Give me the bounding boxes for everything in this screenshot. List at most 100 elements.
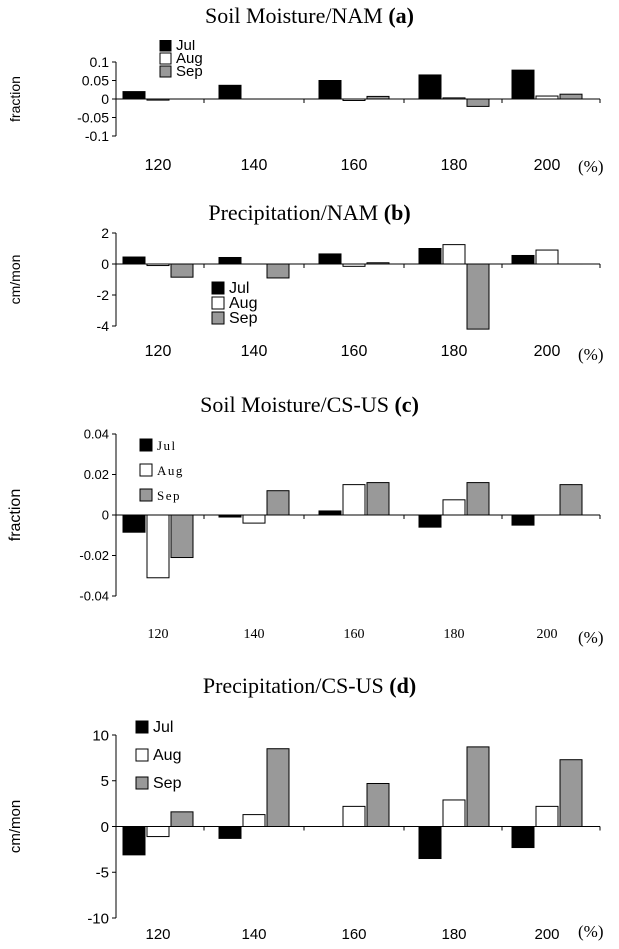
x-unit-label: (%)	[578, 345, 603, 364]
bar-jul-120	[122, 514, 146, 533]
y-tick-label: 0	[101, 819, 109, 836]
x-tick-label: 140	[241, 157, 268, 174]
panel-title-text: Soil Moisture/NAM	[204, 3, 383, 28]
chart-d: 10 5 0 -5 -10 cm/mon 120 140 160 180 200 (%) Jul Aug S…	[7, 719, 603, 943]
legend-label-aug: Aug	[153, 747, 181, 764]
bar-jul-180	[418, 826, 442, 860]
bar-sep-180	[466, 482, 490, 516]
bar-aug-180	[442, 499, 466, 516]
x-tick-label: 140	[241, 343, 268, 360]
y-axis-label: fraction	[7, 489, 24, 541]
panel-tag: c	[401, 392, 412, 417]
x-tick-label: 160	[341, 926, 366, 943]
x-tick-label: 160	[344, 627, 365, 642]
bar-jul-180	[418, 74, 442, 100]
y-tick-label: -0.04	[79, 589, 109, 604]
y-tick-label: -10	[87, 910, 109, 927]
y-axis-label: cm/mon	[7, 800, 24, 853]
x-tick-label: 200	[534, 343, 561, 360]
y-tick-label: -0.1	[85, 128, 109, 144]
y-tick-label: 0	[102, 508, 109, 523]
panel-title-c: Soil Moisture/CS-US (c)	[200, 392, 419, 417]
bar-aug-140	[242, 814, 266, 828]
bar-jul-140	[218, 84, 242, 100]
chart-c: 0.04 0.02 0 -0.02 -0.04 fraction 120 140 160 180 2…	[7, 427, 603, 647]
bar-sep-200	[559, 759, 583, 827]
x-tick-label: 200	[534, 157, 561, 174]
bar-jul-200	[511, 826, 535, 849]
y-tick-label: 0	[101, 256, 109, 272]
bar-aug-160	[342, 805, 366, 828]
x-unit-label: (%)	[578, 628, 603, 647]
y-tick-label: 10	[92, 727, 109, 744]
x-tick-label: 120	[145, 157, 172, 174]
legend-label-aug: Aug	[229, 295, 257, 312]
legend-label-jul: Jul	[157, 438, 177, 453]
legend-label-sep: Sep	[157, 488, 181, 503]
panel-title-text: Precipitation/CS-US	[202, 673, 384, 698]
bar-jul-120	[122, 256, 146, 265]
bar-aug-120	[146, 826, 170, 838]
bar-sep-120	[170, 263, 194, 278]
bar-jul-200	[511, 69, 535, 100]
legend-swatch-sep	[139, 488, 153, 502]
x-tick-label: 140	[241, 926, 266, 943]
bar-jul-160	[318, 80, 342, 100]
bar-sep-160	[366, 482, 390, 516]
y-axis-label: fraction	[7, 76, 23, 122]
panel-title-b: Precipitation/NAM (b)	[208, 200, 411, 225]
panel-title-d: Precipitation/CS-US (d)	[202, 673, 417, 698]
legend-swatch-sep	[159, 65, 172, 78]
bar-jul-120	[122, 826, 146, 856]
y-tick-label: 0.1	[90, 54, 110, 70]
y-tick-label: 0	[101, 91, 109, 107]
x-tick-label: 180	[441, 157, 468, 174]
bar-jul-200	[511, 254, 535, 265]
y-tick-label: 0.02	[84, 467, 109, 482]
bar-sep-180	[466, 263, 490, 330]
bar-aug-200	[535, 249, 559, 265]
x-tick-label: 120	[145, 926, 170, 943]
y-tick-label: 5	[101, 773, 109, 790]
bar-aug-120	[146, 514, 170, 579]
legend-swatch-sep	[135, 776, 149, 790]
legend-label-sep: Sep	[176, 63, 203, 80]
y-tick-label: -2	[97, 287, 110, 303]
bar-aug-140	[242, 514, 266, 524]
x-tick-label: 180	[444, 627, 465, 642]
x-tick-label: 180	[441, 343, 468, 360]
bar-sep-140	[266, 748, 290, 827]
panel-tag: b	[391, 200, 404, 225]
bar-jul-160	[318, 510, 342, 516]
x-unit-label: (%)	[578, 157, 603, 176]
legend-swatch-jul	[159, 40, 172, 52]
bar-sep-120	[170, 811, 194, 828]
x-tick-label: 200	[534, 926, 559, 943]
x-tick-label: 160	[341, 343, 368, 360]
bar-jul-140	[218, 826, 242, 839]
bar-jul-200	[511, 514, 535, 526]
legend-label-sep: Sep	[229, 310, 258, 327]
bar-sep-160	[366, 782, 390, 828]
y-tick-label: -0.02	[79, 548, 109, 563]
x-tick-label: 160	[341, 157, 368, 174]
bar-sep-120	[170, 514, 194, 559]
legend-label-sep: Sep	[153, 775, 182, 792]
legend-swatch-aug	[159, 52, 172, 65]
x-tick-label: 120	[145, 343, 172, 360]
y-tick-label: -5	[96, 865, 109, 882]
bar-aug-160	[342, 484, 366, 516]
x-tick-label: 180	[441, 926, 466, 943]
legend-swatch-jul	[139, 438, 153, 452]
bar-sep-140	[266, 490, 290, 516]
legend-swatch-aug	[135, 748, 149, 762]
legend-swatch-aug	[211, 296, 225, 310]
legend-label-aug: Aug	[176, 50, 203, 67]
bar-jul-180	[418, 514, 442, 528]
